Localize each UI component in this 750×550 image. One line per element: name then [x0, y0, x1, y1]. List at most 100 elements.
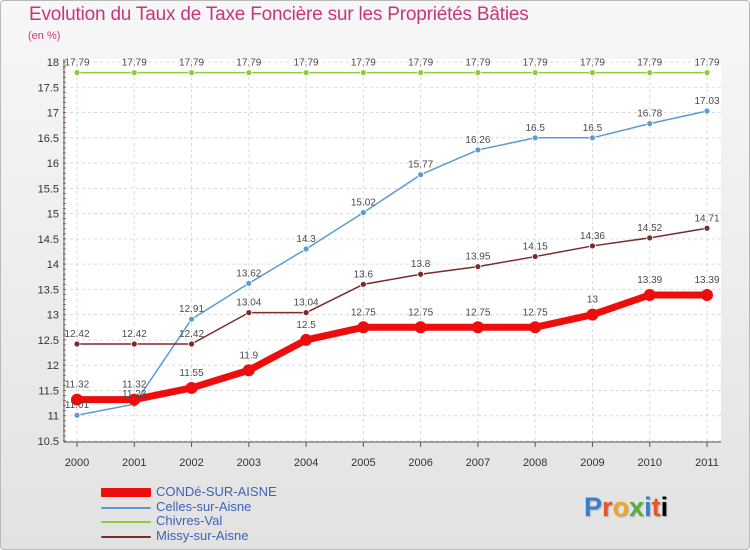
- data-point-chivres-val: [73, 69, 81, 77]
- y-tick-label: 14.5: [38, 234, 59, 246]
- data-point-cond-sur-aisne: [643, 288, 656, 301]
- y-tick-label: 11.5: [38, 385, 59, 397]
- data-label-celles-sur-aisne: 13.62: [236, 268, 261, 279]
- data-label-chivres-val: 17.79: [236, 58, 261, 69]
- y-tick-label: 17: [47, 108, 59, 120]
- data-label-celles-sur-aisne: 15.77: [408, 160, 433, 171]
- y-tick-label: 15.5: [38, 183, 59, 195]
- data-label-cond-sur-aisne: 11.32: [65, 380, 90, 391]
- y-tick-label: 18: [47, 57, 59, 69]
- x-tick-label: 2002: [179, 457, 203, 469]
- data-point-missy-sur-aisne: [245, 309, 253, 317]
- data-label-celles-sur-aisne: 16.78: [637, 109, 662, 120]
- legend-swatch-missy: [101, 535, 151, 538]
- data-label-chivres-val: 17.79: [580, 58, 605, 69]
- data-point-celles-sur-aisne: [73, 411, 81, 419]
- data-label-missy-sur-aisne: 13.04: [236, 298, 261, 309]
- data-point-cond-sur-aisne: [300, 333, 313, 346]
- data-point-celles-sur-aisne: [646, 120, 654, 128]
- data-point-cond-sur-aisne: [128, 393, 141, 406]
- data-point-missy-sur-aisne: [130, 340, 138, 348]
- data-point-celles-sur-aisne: [245, 279, 253, 287]
- data-point-celles-sur-aisne: [417, 171, 425, 179]
- x-tick-label: 2001: [122, 457, 146, 469]
- chart-subtitle: (en %): [28, 30, 61, 42]
- data-point-cond-sur-aisne: [414, 321, 427, 334]
- data-point-chivres-val: [646, 69, 654, 77]
- data-point-celles-sur-aisne: [359, 209, 367, 216]
- data-label-cond-sur-aisne: 13.39: [694, 275, 719, 286]
- data-point-celles-sur-aisne: [474, 146, 482, 154]
- data-point-missy-sur-aisne: [417, 270, 425, 278]
- data-label-cond-sur-aisne: 13.39: [637, 275, 662, 286]
- data-label-cond-sur-aisne: 12.75: [465, 307, 490, 318]
- data-label-chivres-val: 17.79: [694, 58, 719, 69]
- data-label-cond-sur-aisne: 12.75: [351, 307, 376, 318]
- x-tick-label: 2009: [580, 457, 604, 469]
- data-label-chivres-val: 17.79: [179, 58, 204, 69]
- data-label-missy-sur-aisne: 13.95: [465, 252, 490, 263]
- data-point-chivres-val: [302, 69, 310, 77]
- data-label-chivres-val: 17.79: [64, 58, 89, 69]
- data-label-missy-sur-aisne: 14.71: [694, 213, 719, 224]
- y-tick-label: 14: [47, 259, 59, 271]
- data-label-missy-sur-aisne: 13.04: [294, 298, 319, 309]
- legend-swatch-chivres: [101, 521, 151, 523]
- data-point-chivres-val: [417, 69, 425, 77]
- data-point-chivres-val: [474, 69, 482, 77]
- y-tick-label: 13: [47, 310, 59, 322]
- plot-area: [64, 59, 721, 442]
- x-tick-label: 2008: [523, 457, 547, 469]
- x-tick-label: 2000: [65, 457, 89, 469]
- grid-lines: [64, 59, 721, 442]
- data-point-missy-sur-aisne: [73, 340, 81, 348]
- data-label-cond-sur-aisne: 11.55: [179, 368, 204, 379]
- legend-label-chivres: Chivres-Val: [156, 513, 223, 528]
- series-points: [71, 69, 713, 419]
- data-label-cond-sur-aisne: 11.9: [239, 350, 258, 361]
- x-tick-label: 2004: [294, 457, 318, 469]
- data-label-cond-sur-aisne: 12.75: [523, 307, 548, 318]
- data-point-cond-sur-aisne: [471, 321, 484, 334]
- data-label-cond-sur-aisne: 12.75: [408, 307, 433, 318]
- data-label-missy-sur-aisne: 12.42: [122, 329, 147, 340]
- x-tick-label: 2011: [695, 457, 719, 469]
- series-lines: [73, 71, 711, 416]
- data-point-missy-sur-aisne: [531, 253, 539, 260]
- y-tick-label: 17.5: [38, 82, 59, 94]
- data-label-celles-sur-aisne: 17.03: [694, 96, 719, 107]
- data-label-cond-sur-aisne: 12.5: [296, 320, 316, 331]
- y-tick-label: 13.5: [38, 284, 59, 296]
- data-label-missy-sur-aisne: 12.42: [64, 329, 89, 340]
- series-line-cond-sur-aisne: [73, 291, 711, 404]
- data-point-cond-sur-aisne: [357, 321, 370, 334]
- data-label-missy-sur-aisne: 14.52: [637, 223, 662, 234]
- data-point-cond-sur-aisne: [701, 288, 713, 301]
- data-label-chivres-val: 17.79: [294, 58, 319, 69]
- data-label-cond-sur-aisne: 13: [587, 295, 599, 306]
- data-point-celles-sur-aisne: [589, 134, 596, 142]
- data-labels: 17.79 17.79 17.79 17.79 17.79 17.79 17.79 17.79…: [64, 58, 719, 412]
- data-label-celles-sur-aisne: 16.26: [465, 135, 490, 146]
- data-point-cond-sur-aisne: [71, 393, 83, 406]
- legend-swatch-conde: [101, 488, 151, 497]
- y-tick-label: 10.5: [38, 436, 59, 448]
- axes: 10.5 11 11.5 12 12.5 13 13.5 14 14.5 15 15.5 16 16.5…: [38, 57, 721, 469]
- data-point-missy-sur-aisne: [188, 340, 195, 348]
- data-label-celles-sur-aisne: 12.91: [179, 304, 204, 315]
- data-point-chivres-val: [531, 69, 539, 77]
- data-label-celles-sur-aisne: 11.23: [122, 389, 147, 400]
- x-tick-label: 2010: [637, 457, 661, 469]
- data-label-celles-sur-aisne: 16.5: [583, 123, 603, 134]
- proxiti-logo: Proxiti: [584, 492, 669, 522]
- data-label-celles-sur-aisne: 14.3: [296, 234, 316, 245]
- data-label-chivres-val: 17.79: [351, 58, 376, 69]
- data-label-chivres-val: 17.79: [408, 58, 433, 69]
- data-label-missy-sur-aisne: 14.36: [580, 231, 605, 242]
- data-label-chivres-val: 17.79: [465, 58, 490, 69]
- data-point-cond-sur-aisne: [185, 381, 198, 394]
- y-tick-label: 12.5: [38, 335, 59, 347]
- legend-label-celles: Celles-sur-Aisne: [156, 498, 252, 514]
- data-label-chivres-val: 17.79: [122, 58, 147, 69]
- x-tick-label: 2005: [351, 457, 375, 469]
